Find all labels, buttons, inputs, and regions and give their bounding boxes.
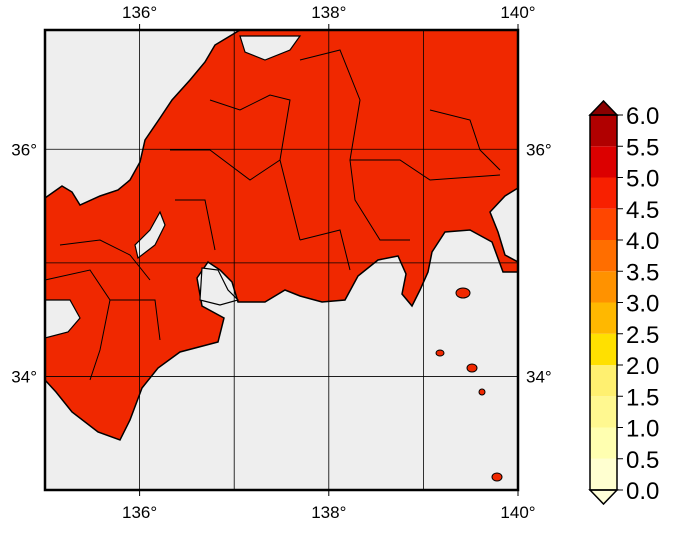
ise-bay — [199, 267, 240, 306]
y-tick-label: 34° — [526, 367, 552, 386]
island — [435, 349, 445, 357]
lake-biwa — [134, 210, 166, 260]
border — [209, 94, 301, 241]
y-tick-label: 36° — [11, 140, 37, 159]
x-tick-label: 138° — [311, 503, 346, 522]
colorbar-label: 6.0 — [626, 103, 659, 130]
colorbar-segment — [590, 458, 617, 490]
border — [429, 109, 501, 171]
border — [44, 269, 111, 381]
border — [299, 229, 351, 271]
x-tick-label: 140° — [500, 503, 535, 522]
border — [349, 159, 410, 241]
x-tick-label: 138° — [311, 3, 346, 22]
colorbar-segment — [590, 271, 617, 303]
colorbar-label: 1.0 — [626, 416, 659, 443]
y-tick-label: 36° — [526, 140, 552, 159]
x-tick-label: 136° — [122, 3, 157, 22]
border — [170, 149, 281, 181]
under-triangle — [588, 489, 619, 506]
frame — [43, 28, 520, 492]
border — [175, 199, 216, 251]
colorbar-label: 5.0 — [626, 166, 659, 193]
y-tick-label: 34° — [11, 367, 37, 386]
colorbar-segment — [590, 177, 617, 209]
land — [44, 29, 519, 441]
colorbar-segment — [590, 146, 617, 178]
colorbar-label: 4.0 — [626, 228, 659, 255]
colorbar-segment — [590, 302, 617, 334]
over-triangle — [588, 99, 619, 116]
colorbar: 0.0 0.5 1.0 1.5 2.0 2.5 3.0 3.5 4.0 4.5 5.0 5.5 6.0 — [588, 99, 659, 506]
x-tick-label: 140° — [500, 3, 535, 22]
island — [466, 363, 478, 373]
x-tick-label: 136° — [122, 503, 157, 522]
colorbar-segment — [590, 333, 617, 365]
toyama-bay — [239, 35, 302, 61]
colorbar-segment — [590, 396, 617, 428]
colorbar-label: 2.5 — [626, 322, 659, 349]
island — [478, 388, 486, 396]
colorbar-segment — [590, 365, 617, 397]
colorbar-label: 3.0 — [626, 291, 659, 318]
border — [110, 299, 161, 341]
colorbar-label: 0.5 — [626, 447, 659, 474]
island — [455, 287, 471, 299]
colorbar-segment — [590, 427, 617, 459]
colorbar-segment — [590, 240, 617, 272]
colorbar-segment — [590, 115, 617, 147]
colorbar-label: 2.0 — [626, 353, 659, 380]
colorbar-segment — [590, 208, 617, 240]
colorbar-label: 3.5 — [626, 259, 659, 286]
island — [491, 472, 503, 482]
colorbar-label: 4.5 — [626, 197, 659, 224]
map — [44, 29, 519, 490]
colorbar-label: 1.5 — [626, 384, 659, 411]
colorbar-label: 0.0 — [626, 478, 659, 505]
colorbar-label: 5.5 — [626, 134, 659, 161]
